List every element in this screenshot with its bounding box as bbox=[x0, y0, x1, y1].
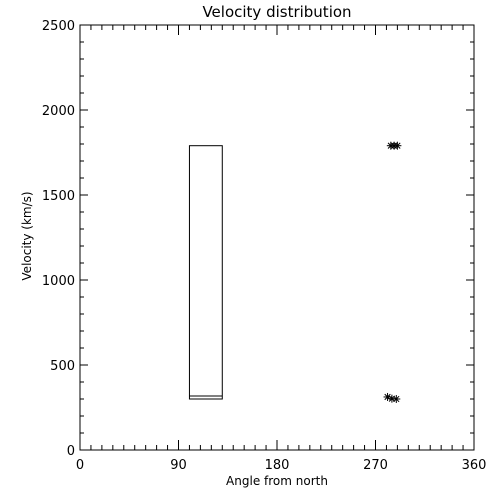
chart-marks bbox=[188, 141, 402, 403]
y-axis-label: Velocity (km/s) bbox=[20, 191, 34, 280]
y-tick-label: 2500 bbox=[42, 19, 75, 34]
y-tick-label: 1000 bbox=[42, 274, 75, 289]
y-tick-label: 0 bbox=[67, 444, 75, 459]
y-tick-labels: 0 500 1000 1500 2000 2500 bbox=[42, 19, 75, 459]
chart-title: Velocity distribution bbox=[202, 3, 351, 21]
x-tick-label: 270 bbox=[363, 458, 388, 473]
x-axis-label: Angle from north bbox=[226, 474, 328, 488]
velocity-range-box bbox=[188, 145, 223, 400]
asterisk-stroke bbox=[394, 142, 401, 149]
y-tick-label: 500 bbox=[50, 359, 75, 374]
asterisk-stroke bbox=[393, 395, 400, 403]
x-tick-label: 90 bbox=[170, 458, 187, 473]
data-point bbox=[392, 395, 401, 403]
x-tick-label: 180 bbox=[265, 458, 290, 473]
x-tick-label: 0 bbox=[76, 458, 84, 473]
x-tick-labels: 0 90 180 270 360 bbox=[76, 458, 487, 473]
asterisk-stroke bbox=[384, 393, 391, 401]
x-tick-label: 360 bbox=[462, 458, 487, 473]
y-tick-label: 1500 bbox=[42, 189, 75, 204]
plot-frame bbox=[79, 24, 475, 451]
axis-ticks bbox=[79, 24, 475, 451]
y-tick-label: 2000 bbox=[42, 104, 75, 119]
data-point bbox=[393, 141, 402, 150]
